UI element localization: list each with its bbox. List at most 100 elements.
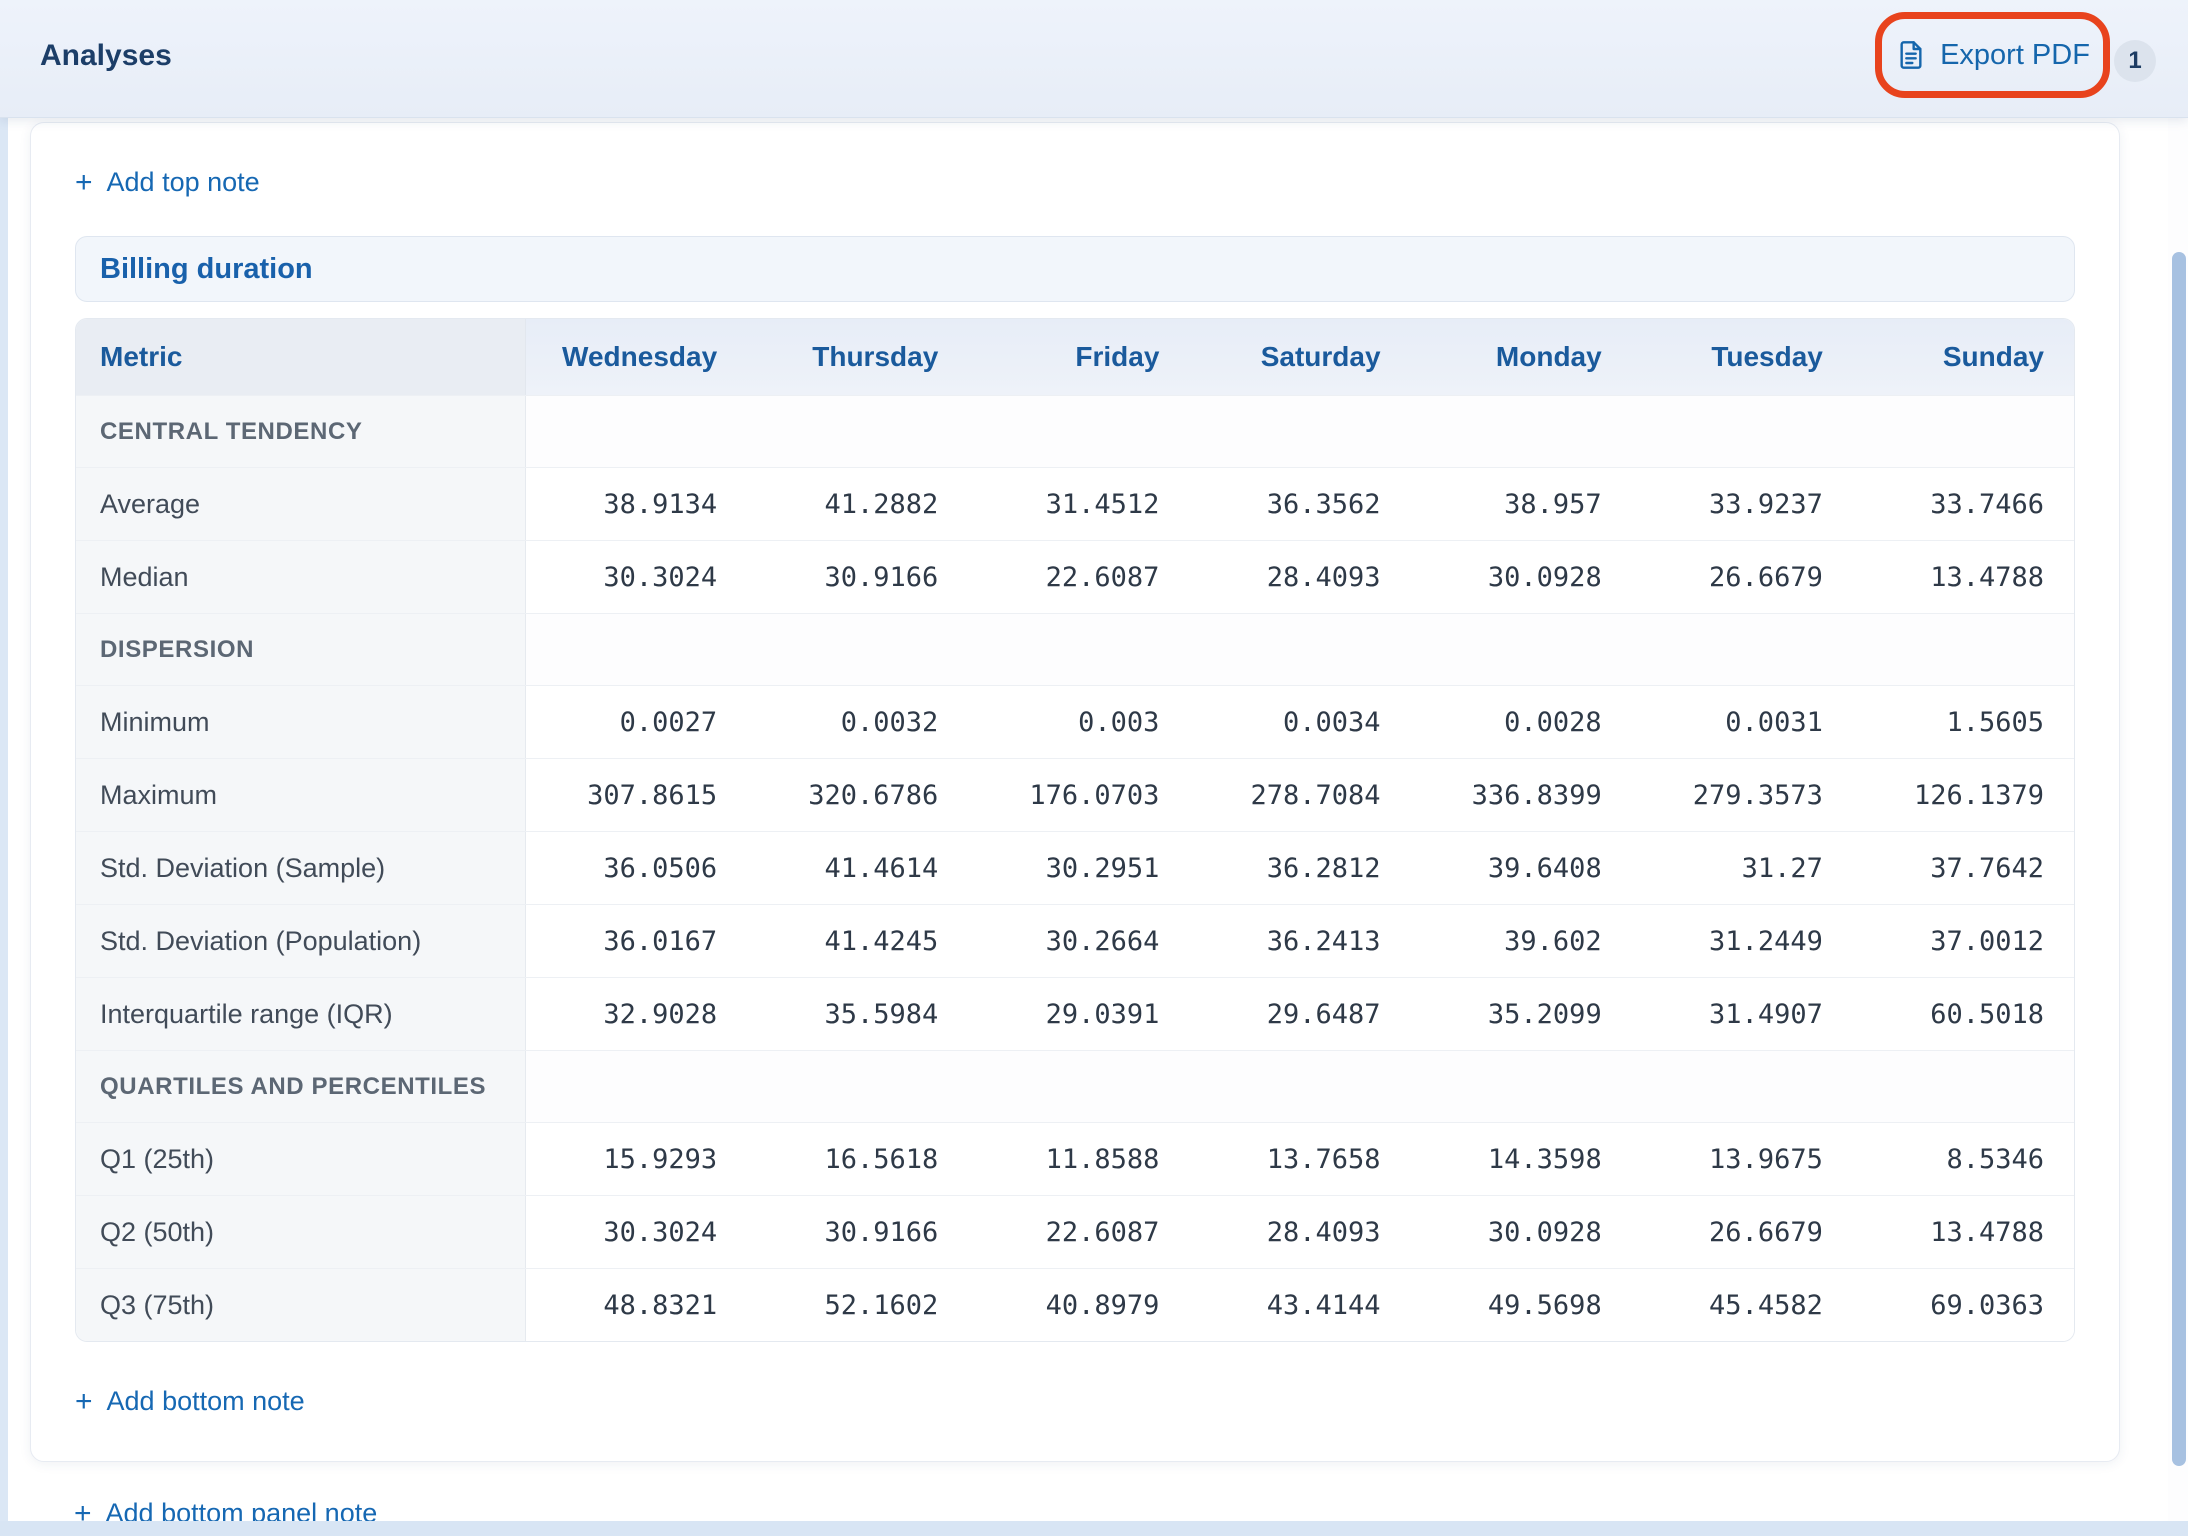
section-spacer [526, 614, 2074, 685]
metric-label: Average [76, 468, 526, 540]
value-cell: 49.5698 [1410, 1269, 1632, 1341]
stats-table: Metric Wednesday Thursday Friday Saturday Mon… [75, 318, 2075, 1342]
section-header-row: QUARTILES AND PERCENTILES [76, 1050, 2074, 1122]
column-header-friday: Friday [968, 319, 1190, 395]
value-cell: 52.1602 [747, 1269, 969, 1341]
count-badge: 1 [2114, 40, 2156, 82]
value-cell: 37.0012 [1852, 905, 2074, 977]
metric-label: Q1 (25th) [76, 1123, 526, 1195]
value-cell: 279.3573 [1631, 759, 1853, 831]
value-cell: 336.8399 [1410, 759, 1632, 831]
table-row: Median 30.3024 30.9166 22.6087 28.4093 30.092… [76, 540, 2074, 613]
table-row: Maximum 307.8615 320.6786 176.0703 278.7084 3… [76, 758, 2074, 831]
value-cell: 14.3598 [1410, 1123, 1632, 1195]
value-cell: 26.6679 [1631, 1196, 1853, 1268]
section-header-row: DISPERSION [76, 613, 2074, 685]
value-cell: 45.4582 [1631, 1269, 1853, 1341]
value-cell: 36.0506 [526, 832, 748, 904]
value-cell: 41.4245 [747, 905, 969, 977]
value-cell: 30.2664 [968, 905, 1190, 977]
value-cell: 26.6679 [1631, 541, 1853, 613]
value-cell: 35.5984 [747, 978, 969, 1050]
value-cell: 48.8321 [526, 1269, 748, 1341]
value-cell: 41.4614 [747, 832, 969, 904]
value-cell: 39.6408 [1410, 832, 1632, 904]
value-cell: 30.3024 [526, 1196, 748, 1268]
column-header-monday: Monday [1410, 319, 1632, 395]
value-cell: 0.0031 [1631, 686, 1853, 758]
plus-icon: + [74, 1496, 92, 1530]
add-bottom-note-button[interactable]: + Add bottom note [75, 1386, 305, 1417]
value-cell: 0.0034 [1189, 686, 1411, 758]
value-cell: 40.8979 [968, 1269, 1190, 1341]
value-cell: 30.9166 [747, 541, 969, 613]
value-cell: 320.6786 [747, 759, 969, 831]
value-cell: 0.0027 [526, 686, 748, 758]
section-header-row: CENTRAL TENDENCY [76, 395, 2074, 467]
metric-label: Minimum [76, 686, 526, 758]
annotation-highlight: Export PDF [1875, 12, 2110, 98]
value-cell: 13.7658 [1189, 1123, 1411, 1195]
table-row: Std. Deviation (Sample) 36.0506 41.4614 30.… [76, 831, 2074, 904]
metric-label: Median [76, 541, 526, 613]
value-cell: 16.5618 [747, 1123, 969, 1195]
value-cell: 8.5346 [1852, 1123, 2074, 1195]
value-cell: 1.5605 [1852, 686, 2074, 758]
value-cell: 13.4788 [1852, 541, 2074, 613]
value-cell: 30.0928 [1410, 541, 1632, 613]
value-cell: 13.9675 [1631, 1123, 1853, 1195]
value-cell: 37.7642 [1852, 832, 2074, 904]
table-row: Minimum 0.0027 0.0032 0.003 0.0034 0.0028 0.00… [76, 685, 2074, 758]
value-cell: 11.8588 [968, 1123, 1190, 1195]
bottom-scrollbar-strip[interactable] [0, 1521, 2188, 1536]
add-top-note-button[interactable]: + Add top note [75, 167, 260, 198]
column-header-sunday: Sunday [1852, 319, 2074, 395]
document-icon [1895, 39, 1927, 71]
metric-label: Std. Deviation (Sample) [76, 832, 526, 904]
column-header-saturday: Saturday [1189, 319, 1411, 395]
value-cell: 31.4907 [1631, 978, 1853, 1050]
value-cell: 30.0928 [1410, 1196, 1632, 1268]
value-cell: 176.0703 [968, 759, 1190, 831]
value-cell: 29.6487 [1189, 978, 1411, 1050]
value-cell: 36.3562 [1189, 468, 1411, 540]
page-title: Analyses [40, 39, 172, 72]
value-cell: 28.4093 [1189, 541, 1411, 613]
value-cell: 43.4144 [1189, 1269, 1411, 1341]
value-cell: 30.9166 [747, 1196, 969, 1268]
section-spacer [526, 1051, 2074, 1122]
table-row: Q1 (25th) 15.9293 16.5618 11.8588 13.7658 14.… [76, 1122, 2074, 1195]
value-cell: 36.2413 [1189, 905, 1411, 977]
value-cell: 0.003 [968, 686, 1190, 758]
metric-label: Q3 (75th) [76, 1269, 526, 1341]
column-header-tuesday: Tuesday [1631, 319, 1853, 395]
column-header-wednesday: Wednesday [526, 319, 748, 395]
table-row: Q3 (75th) 48.8321 52.1602 40.8979 43.4144 49.… [76, 1268, 2074, 1341]
value-cell: 22.6087 [968, 541, 1190, 613]
value-cell: 36.0167 [526, 905, 748, 977]
section-spacer [526, 396, 2074, 467]
value-cell: 30.2951 [968, 832, 1190, 904]
value-cell: 35.2099 [1410, 978, 1632, 1050]
table-row: Q2 (50th) 30.3024 30.9166 22.6087 28.4093 30.… [76, 1195, 2074, 1268]
value-cell: 31.2449 [1631, 905, 1853, 977]
page-left-gutter [0, 118, 8, 1522]
value-cell: 41.2882 [747, 468, 969, 540]
value-cell: 28.4093 [1189, 1196, 1411, 1268]
section-label: QUARTILES AND PERCENTILES [76, 1051, 526, 1122]
value-cell: 69.0363 [1852, 1269, 2074, 1341]
value-cell: 33.7466 [1852, 468, 2074, 540]
table-row: Std. Deviation (Population) 36.0167 41.424… [76, 904, 2074, 977]
value-cell: 32.9028 [526, 978, 748, 1050]
export-pdf-button[interactable]: Export PDF [1895, 39, 2090, 72]
table-header-row: Metric Wednesday Thursday Friday Saturday Mon… [76, 319, 2074, 395]
vertical-scrollbar-thumb[interactable] [2172, 252, 2186, 1466]
header-bar: Analyses [0, 0, 2188, 118]
section-label: CENTRAL TENDENCY [76, 396, 526, 467]
table-row: Interquartile range (IQR) 32.9028 35.5984 2… [76, 977, 2074, 1050]
section-label: DISPERSION [76, 614, 526, 685]
value-cell: 13.4788 [1852, 1196, 2074, 1268]
value-cell: 31.4512 [968, 468, 1190, 540]
export-pdf-label: Export PDF [1940, 38, 2090, 71]
value-cell: 33.9237 [1631, 468, 1853, 540]
